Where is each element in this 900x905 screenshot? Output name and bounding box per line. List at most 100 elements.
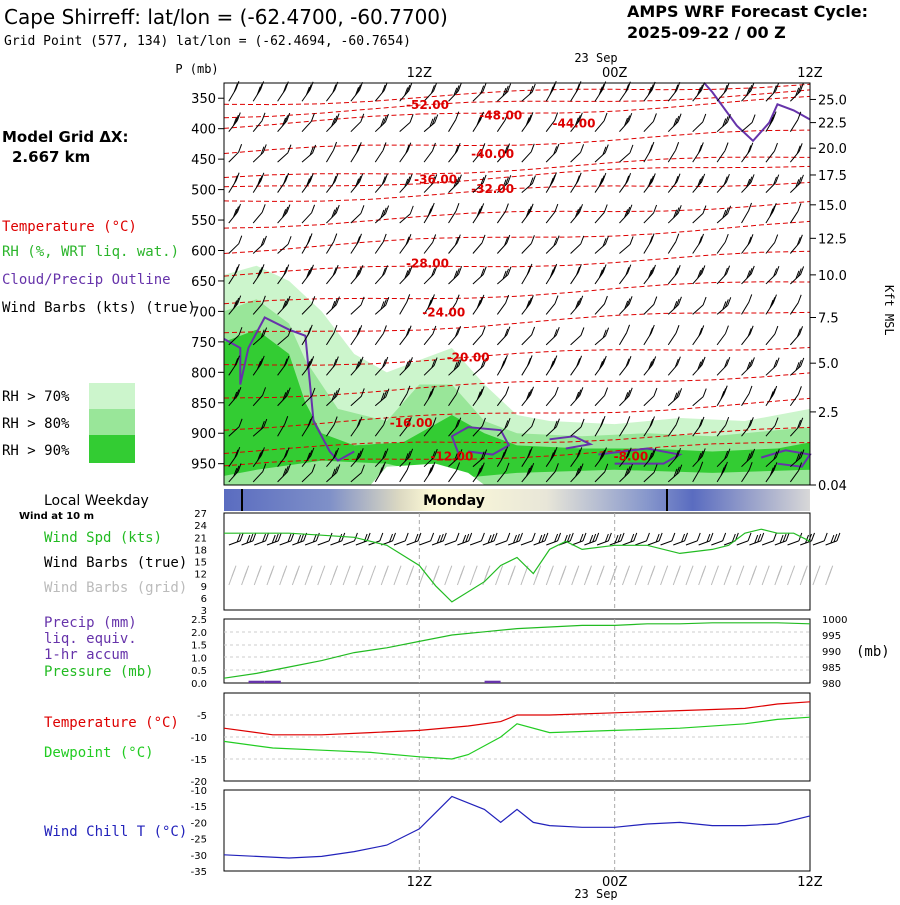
wind-barb-flag xyxy=(673,209,678,218)
wind-barb-flag xyxy=(256,568,261,577)
wind-barb-flag xyxy=(611,571,616,580)
wind-barb-flag xyxy=(628,204,633,213)
wind-barb xyxy=(660,532,676,546)
wind-barb-flag xyxy=(332,568,337,577)
wind-barb-flag xyxy=(439,533,444,543)
wind-barb-flag xyxy=(749,142,754,152)
wind-barb-flag xyxy=(770,114,775,123)
wind-barb xyxy=(374,113,389,133)
wind-barb xyxy=(326,447,340,468)
wind-barb xyxy=(252,418,268,437)
wind-barb-flag xyxy=(258,358,263,367)
wind-barb-shaft xyxy=(350,396,362,407)
wind-barb xyxy=(521,446,533,467)
wind-barb xyxy=(594,172,607,193)
wind-barb xyxy=(448,174,462,193)
height-tick-label: 20.0 xyxy=(818,142,847,157)
wind-barb-flag xyxy=(648,361,653,370)
wind-barb xyxy=(594,387,609,407)
wind-barb-flag xyxy=(406,176,411,185)
wind-barb xyxy=(399,174,413,193)
wind-barb-shaft xyxy=(254,540,266,546)
wind-barb-flag xyxy=(332,175,337,185)
wind-barb-shaft xyxy=(716,424,727,437)
wind-barb-flag xyxy=(649,84,654,93)
wind-barb-flag xyxy=(675,466,680,475)
wind-barb-flag xyxy=(528,389,532,398)
wind-barb xyxy=(765,265,780,285)
wind-barb xyxy=(423,174,438,193)
wind-barb xyxy=(496,355,508,376)
wind-barb-flag xyxy=(333,390,338,399)
wind-barb-flag xyxy=(576,449,581,459)
wind-barb-flag xyxy=(335,113,340,122)
wind-barb-flag xyxy=(625,450,630,459)
wind-barb-shaft xyxy=(692,304,704,315)
wind-barb-flag xyxy=(652,113,657,122)
wind-barb-flag xyxy=(321,565,326,574)
wind-barb xyxy=(444,565,453,586)
wind-barb xyxy=(521,235,535,254)
wind-barb-shaft xyxy=(765,242,776,254)
wind-barb-flag xyxy=(478,297,483,306)
wind-barb-flag xyxy=(448,565,453,574)
wind-barb-flag xyxy=(702,113,707,123)
wind-barb-flag xyxy=(578,355,583,364)
wind-barb-flag xyxy=(285,172,290,182)
wind-barb xyxy=(790,266,805,285)
wind-barb xyxy=(521,295,534,315)
wind-barb-flag xyxy=(592,533,597,543)
wind-barb xyxy=(619,144,634,163)
wind-barb-shaft xyxy=(711,540,723,546)
wind-barb xyxy=(571,532,587,546)
wind-barb-shaft xyxy=(393,573,399,586)
wind-barb-flag xyxy=(626,389,631,399)
wind-barb-flag xyxy=(574,568,579,577)
wind-barb-flag xyxy=(430,532,435,542)
wind-barb-flag xyxy=(309,146,314,156)
wind-barb-flag xyxy=(404,532,409,542)
wind-barb xyxy=(741,234,754,254)
wind-barb-shaft xyxy=(472,151,483,163)
wind-barb xyxy=(685,565,694,586)
wind-barb-flag xyxy=(625,358,630,367)
wind-barb xyxy=(496,203,509,224)
wind-barb-shaft xyxy=(399,302,408,315)
wind-barb-flag xyxy=(551,266,556,275)
wind-barb-flag xyxy=(381,461,386,471)
wind-barb-flag xyxy=(430,202,435,212)
wind-barb-flag xyxy=(652,447,657,457)
wind-barb xyxy=(692,205,707,224)
wind-barb-shaft xyxy=(716,241,726,254)
wind-barb xyxy=(368,565,377,586)
wind-barb-flag xyxy=(237,463,242,472)
legend-rh80: RH > 80% xyxy=(2,416,70,432)
wind-barb-flag xyxy=(409,448,414,457)
wind-barb xyxy=(619,264,632,285)
wind-barb-flag xyxy=(769,391,774,400)
wind-barb xyxy=(741,82,755,102)
cross-section-wind-barbs xyxy=(228,80,805,483)
wind-barb-flag xyxy=(652,356,657,365)
wind-barb-flag xyxy=(519,532,523,542)
wind-barb-flag xyxy=(356,144,361,154)
wind-barb-flag xyxy=(473,565,478,574)
wind-barb-flag xyxy=(360,113,365,122)
wind-barb-flag xyxy=(476,299,481,309)
cross-section-panel: -52.00-48.00-44.00-40.00-36.00-32.00-28.… xyxy=(191,66,847,494)
y-tick-label: -5 xyxy=(197,711,207,722)
wind-barb xyxy=(667,464,683,483)
wind-barb-flag xyxy=(502,87,507,97)
wind-barb-flag xyxy=(602,238,607,247)
wind-barb xyxy=(228,565,237,586)
wind-barb xyxy=(545,326,560,346)
pressure-tick-label: 450 xyxy=(191,153,216,168)
wind-barb xyxy=(301,204,316,224)
windchill-series xyxy=(223,795,811,859)
wind-barb xyxy=(521,355,533,376)
label-pressure: Pressure (mb) xyxy=(44,664,154,680)
wind-barb-flag xyxy=(480,462,485,471)
wind-barb-flag xyxy=(480,85,485,94)
wind-barb-flag xyxy=(626,298,631,307)
temperature-contour-line xyxy=(223,201,811,229)
